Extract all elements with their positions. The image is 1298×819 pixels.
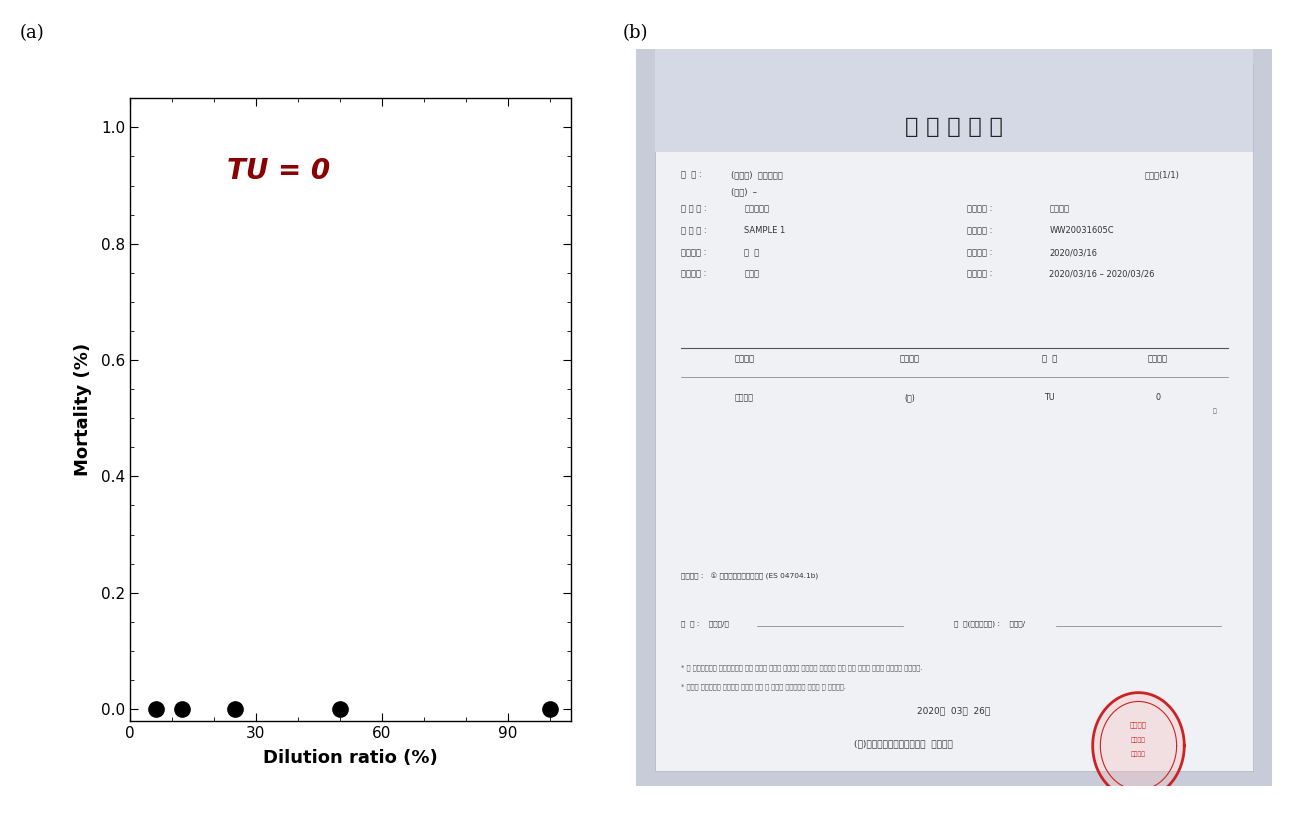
Text: SAMPLE 1: SAMPLE 1 (744, 227, 785, 236)
Text: 단  위: 단 위 (1042, 355, 1057, 363)
Text: 접수일자 :: 접수일자 : (967, 248, 992, 257)
Text: 승  인(기술학일자) :    조성근/: 승 인(기술학일자) : 조성근/ (954, 621, 1025, 627)
Text: 시험용도 :: 시험용도 : (680, 269, 706, 278)
Text: WW20031605C: WW20031605C (1049, 227, 1114, 236)
Text: (a): (a) (19, 25, 44, 43)
Point (330, 703, 350, 716)
Text: TU = 0: TU = 0 (227, 157, 330, 185)
Text: 2020/03/16 – 2020/03/26: 2020/03/16 – 2020/03/26 (1049, 269, 1155, 278)
Text: 2020년  03월  26일: 2020년 03월 26일 (918, 707, 990, 716)
Point (171, 703, 192, 716)
Text: 서울대학교: 서울대학교 (744, 205, 770, 214)
Point (225, 703, 245, 716)
Polygon shape (1093, 693, 1184, 799)
Text: 참고용: 참고용 (744, 269, 759, 278)
Text: 수  집: 수 집 (744, 248, 759, 257)
Text: 성  호 :: 성 호 : (680, 171, 701, 179)
Text: 페이지(1/1): 페이지(1/1) (1145, 171, 1180, 179)
Text: 대표이사: 대표이사 (1131, 722, 1147, 728)
Text: (주소)  –: (주소) – (732, 188, 758, 197)
Text: TU: TU (1044, 393, 1055, 402)
X-axis label: Dilution ratio (%): Dilution ratio (%) (263, 749, 437, 767)
Point (145, 703, 166, 716)
Text: 생태독성: 생태독성 (735, 393, 754, 402)
Text: 공해시험: 공해시험 (1131, 752, 1146, 758)
Text: 시 료 형 :: 시 료 형 : (680, 227, 706, 236)
Text: 시  험 :    주수명/가: 시 험 : 주수명/가 (680, 621, 728, 627)
Text: 시험항목: 시험항목 (735, 355, 754, 363)
Text: 의 뢰 인 :: 의 뢰 인 : (680, 205, 706, 214)
Y-axis label: Mortality (%): Mortality (%) (74, 343, 92, 476)
Text: (다): (다) (905, 393, 915, 402)
Text: 시험방법 :   ① 수질오염공정시험기준 (ES 04704.1b): 시험방법 : ① 수질오염공정시험기준 (ES 04704.1b) (680, 572, 818, 580)
Text: * 본 시험성적서는 시험의뢰안에 의해 접수된 시료에 한해서는 유효하고 접수되지 않은 모든 제품의 품질을 대표하지 않습니다.: * 본 시험성적서는 시험의뢰안에 의해 접수된 시료에 한해서는 유효하고 접… (680, 665, 922, 672)
Text: 덱데시료: 덱데시료 (1049, 205, 1070, 214)
Point (540, 703, 561, 716)
Bar (655, 49, 1253, 152)
Text: * 시험의 검사결과는 검사목적 이외의 소송 및 광고의 목적으로는 사용할 수 없습니다.: * 시험의 검사결과는 검사목적 이외의 소송 및 광고의 목적으로는 사용할 … (680, 683, 845, 690)
Text: 2020/03/16: 2020/03/16 (1049, 248, 1097, 257)
Text: 시 험 성 적 서: 시 험 성 적 서 (905, 116, 1003, 137)
Text: 시험결과: 시험결과 (1147, 355, 1168, 363)
Text: 한국종합: 한국종합 (1131, 737, 1146, 743)
Text: ㄹ: ㄹ (1212, 408, 1216, 414)
Text: 0: 0 (1155, 393, 1160, 402)
Text: (주)한국종합공해시험연구소  대표이사: (주)한국종합공해시험연구소 대표이사 (854, 740, 953, 749)
Text: 시험일자 :: 시험일자 : (967, 269, 992, 278)
Text: 시험방법: 시험방법 (900, 355, 919, 363)
Text: (기관명)  서울대학교: (기관명) 서울대학교 (732, 171, 783, 179)
Text: 시험방법 :: 시험방법 : (967, 205, 992, 214)
Text: 접수번호 :: 접수번호 : (967, 227, 992, 236)
Text: (b): (b) (623, 25, 649, 43)
Text: 시료종류 :: 시료종류 : (680, 248, 706, 257)
